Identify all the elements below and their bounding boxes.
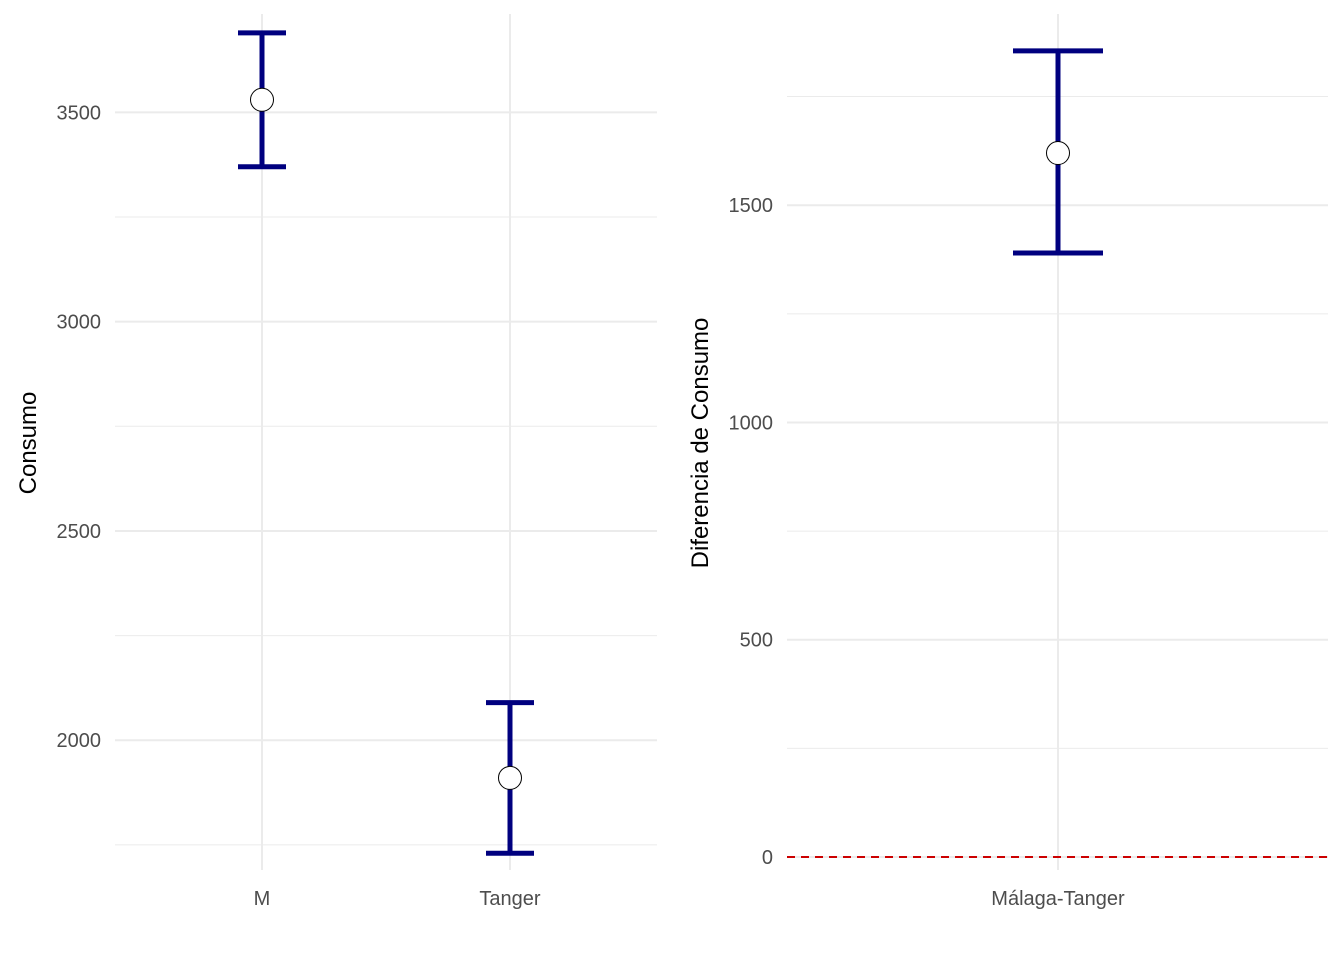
left-mean-point	[498, 765, 522, 790]
right-y-axis-title: Diferencia de Consumo	[687, 318, 714, 569]
left-points	[250, 87, 522, 790]
right-y-tick-label: 1500	[729, 195, 774, 217]
right-y-tick-label: 500	[740, 630, 773, 652]
right-y-tick-label: 1000	[729, 412, 774, 434]
left-y-tick-label: 3500	[57, 102, 102, 124]
left-mean-point	[250, 87, 274, 112]
left-y-tick-label: 2000	[57, 730, 102, 752]
left-y-axis-title: Consumo	[15, 392, 42, 495]
left-x-tick-labels: M Tanger	[254, 888, 541, 910]
right-y-tick-label: 0	[762, 847, 773, 869]
right-y-tick-labels: 0 500 1000 1500	[729, 195, 774, 869]
left-y-tick-labels: 2000 2500 3000 3500	[57, 102, 102, 752]
panel-left: 2000 2500 3000 3500 M Tanger Consumo	[15, 14, 657, 910]
right-points	[1046, 141, 1070, 166]
left-errorbars	[238, 30, 534, 856]
left-y-tick-label: 3000	[57, 312, 102, 334]
left-grid	[115, 14, 657, 870]
left-x-tick-label: M	[254, 888, 271, 910]
panel-right: 0 500 1000 1500 Málaga-Tanger Diferencia de…	[687, 14, 1328, 910]
left-x-tick-label: Tanger	[479, 888, 540, 910]
right-mean-point	[1046, 141, 1070, 166]
left-y-tick-label: 2500	[57, 521, 102, 543]
right-x-tick-label: Málaga-Tanger	[991, 888, 1125, 910]
right-x-tick-labels: Málaga-Tanger	[991, 888, 1125, 910]
